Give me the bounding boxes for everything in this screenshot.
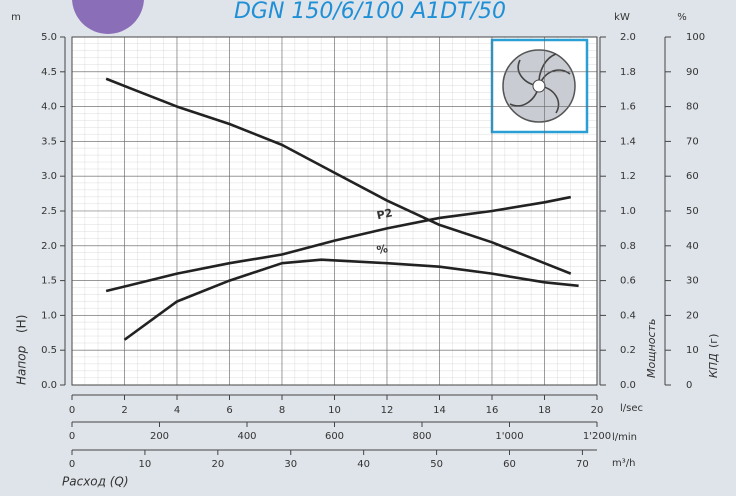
y2-tick-label: 0.6 (620, 276, 636, 287)
y2-tick-label: 0.0 (620, 380, 636, 391)
y3-tick-label: 40 (686, 241, 699, 252)
y3-tick-label: 30 (686, 276, 699, 287)
y-tick-label: 0.5 (41, 345, 57, 356)
x2-tick-label: 1'200 (583, 431, 611, 442)
x3-tick-label: 30 (284, 459, 297, 470)
x2-tick-label: 0 (69, 431, 75, 442)
curve (123, 258, 579, 341)
y2-unit: kW (614, 12, 630, 23)
y3-label-text: КПД (707, 353, 720, 378)
x2-tick-label: 200 (150, 431, 169, 442)
y3-label-symbol: (г) (707, 334, 720, 348)
curve (105, 195, 572, 293)
y-label-symbol: (H) (15, 315, 29, 333)
y2-label: Мощность (645, 319, 658, 378)
y3-unit: % (677, 12, 687, 23)
y3-tick-label: 100 (686, 32, 705, 43)
y-tick-label: 4.5 (41, 67, 57, 78)
x-label: Расход (Q) (62, 475, 129, 489)
y3-tick-label: 90 (686, 67, 699, 78)
y-tick-label: 3.5 (41, 136, 57, 147)
x3-tick-label: 10 (139, 459, 152, 470)
y3-tick-label: 50 (686, 206, 699, 217)
x2-tick-label: 1'000 (495, 431, 523, 442)
badge (72, 0, 144, 34)
x-tick-label: 16 (486, 405, 499, 416)
y2-tick-label: 1.2 (620, 171, 636, 182)
y3-tick-label: 10 (686, 345, 699, 356)
y-tick-label: 2.5 (41, 206, 57, 217)
x-tick-label: 0 (69, 405, 75, 416)
y2-tick-label: 1.0 (620, 206, 636, 217)
x2-tick-label: 400 (237, 431, 256, 442)
x-unit: l/sec (620, 403, 643, 414)
x3-unit: m³/h (612, 458, 635, 469)
x3-tick-label: 0 (69, 459, 75, 470)
x-tick-label: 20 (591, 405, 604, 416)
y3-tick-label: 80 (686, 102, 699, 113)
y2-tick-label: 1.4 (620, 136, 636, 147)
y2-tick-label: 0.8 (620, 241, 636, 252)
y-tick-label: 2.0 (41, 241, 57, 252)
x-tick-label: 10 (328, 405, 341, 416)
y3-tick-label: 60 (686, 171, 699, 182)
plot-border (71, 36, 598, 386)
x-tick-label: 8 (279, 405, 285, 416)
y3-label: КПД (г) (707, 334, 720, 378)
y-tick-label: 4.0 (41, 102, 57, 113)
y2-tick-label: 0.4 (620, 310, 636, 321)
curve (105, 77, 572, 275)
x3-tick-label: 40 (357, 459, 370, 470)
y3-tick-label: 20 (686, 310, 699, 321)
y2-tick-label: 0.2 (620, 345, 636, 356)
y-tick-label: 0.0 (41, 380, 57, 391)
x2-tick-label: 600 (325, 431, 344, 442)
y2-tick-label: 1.6 (620, 102, 636, 113)
y-tick-label: 5.0 (41, 32, 57, 43)
y3-tick-label: 70 (686, 136, 699, 147)
x-tick-label: 4 (174, 405, 180, 416)
y3-tick-label: 0 (686, 380, 692, 391)
x-tick-label: 14 (433, 405, 446, 416)
x3-tick-label: 60 (503, 459, 516, 470)
y-unit: m (11, 12, 21, 23)
x-tick-label: 6 (226, 405, 232, 416)
x2-tick-label: 800 (412, 431, 431, 442)
chart-title: DGN 150/6/100 A1DT/50 (234, 0, 506, 24)
x3-tick-label: 70 (576, 459, 589, 470)
curve-label: P2 (376, 206, 394, 222)
x-tick-label: 2 (121, 405, 127, 416)
x3-tick-label: 50 (430, 459, 443, 470)
y2-tick-label: 2.0 (620, 32, 636, 43)
x3-tick-label: 20 (211, 459, 224, 470)
x-tick-label: 18 (538, 405, 551, 416)
y-tick-label: 1.0 (41, 310, 57, 321)
y-label: Напор (H) (15, 315, 29, 385)
y-tick-label: 3.0 (41, 171, 57, 182)
x-tick-label: 12 (381, 405, 394, 416)
impeller-icon (490, 38, 589, 134)
curve-label: % (376, 242, 389, 257)
x2-unit: l/min (612, 432, 637, 443)
y-label-text: Напор (15, 345, 29, 385)
y2-tick-label: 1.8 (620, 67, 636, 78)
y-tick-label: 1.5 (41, 276, 57, 287)
